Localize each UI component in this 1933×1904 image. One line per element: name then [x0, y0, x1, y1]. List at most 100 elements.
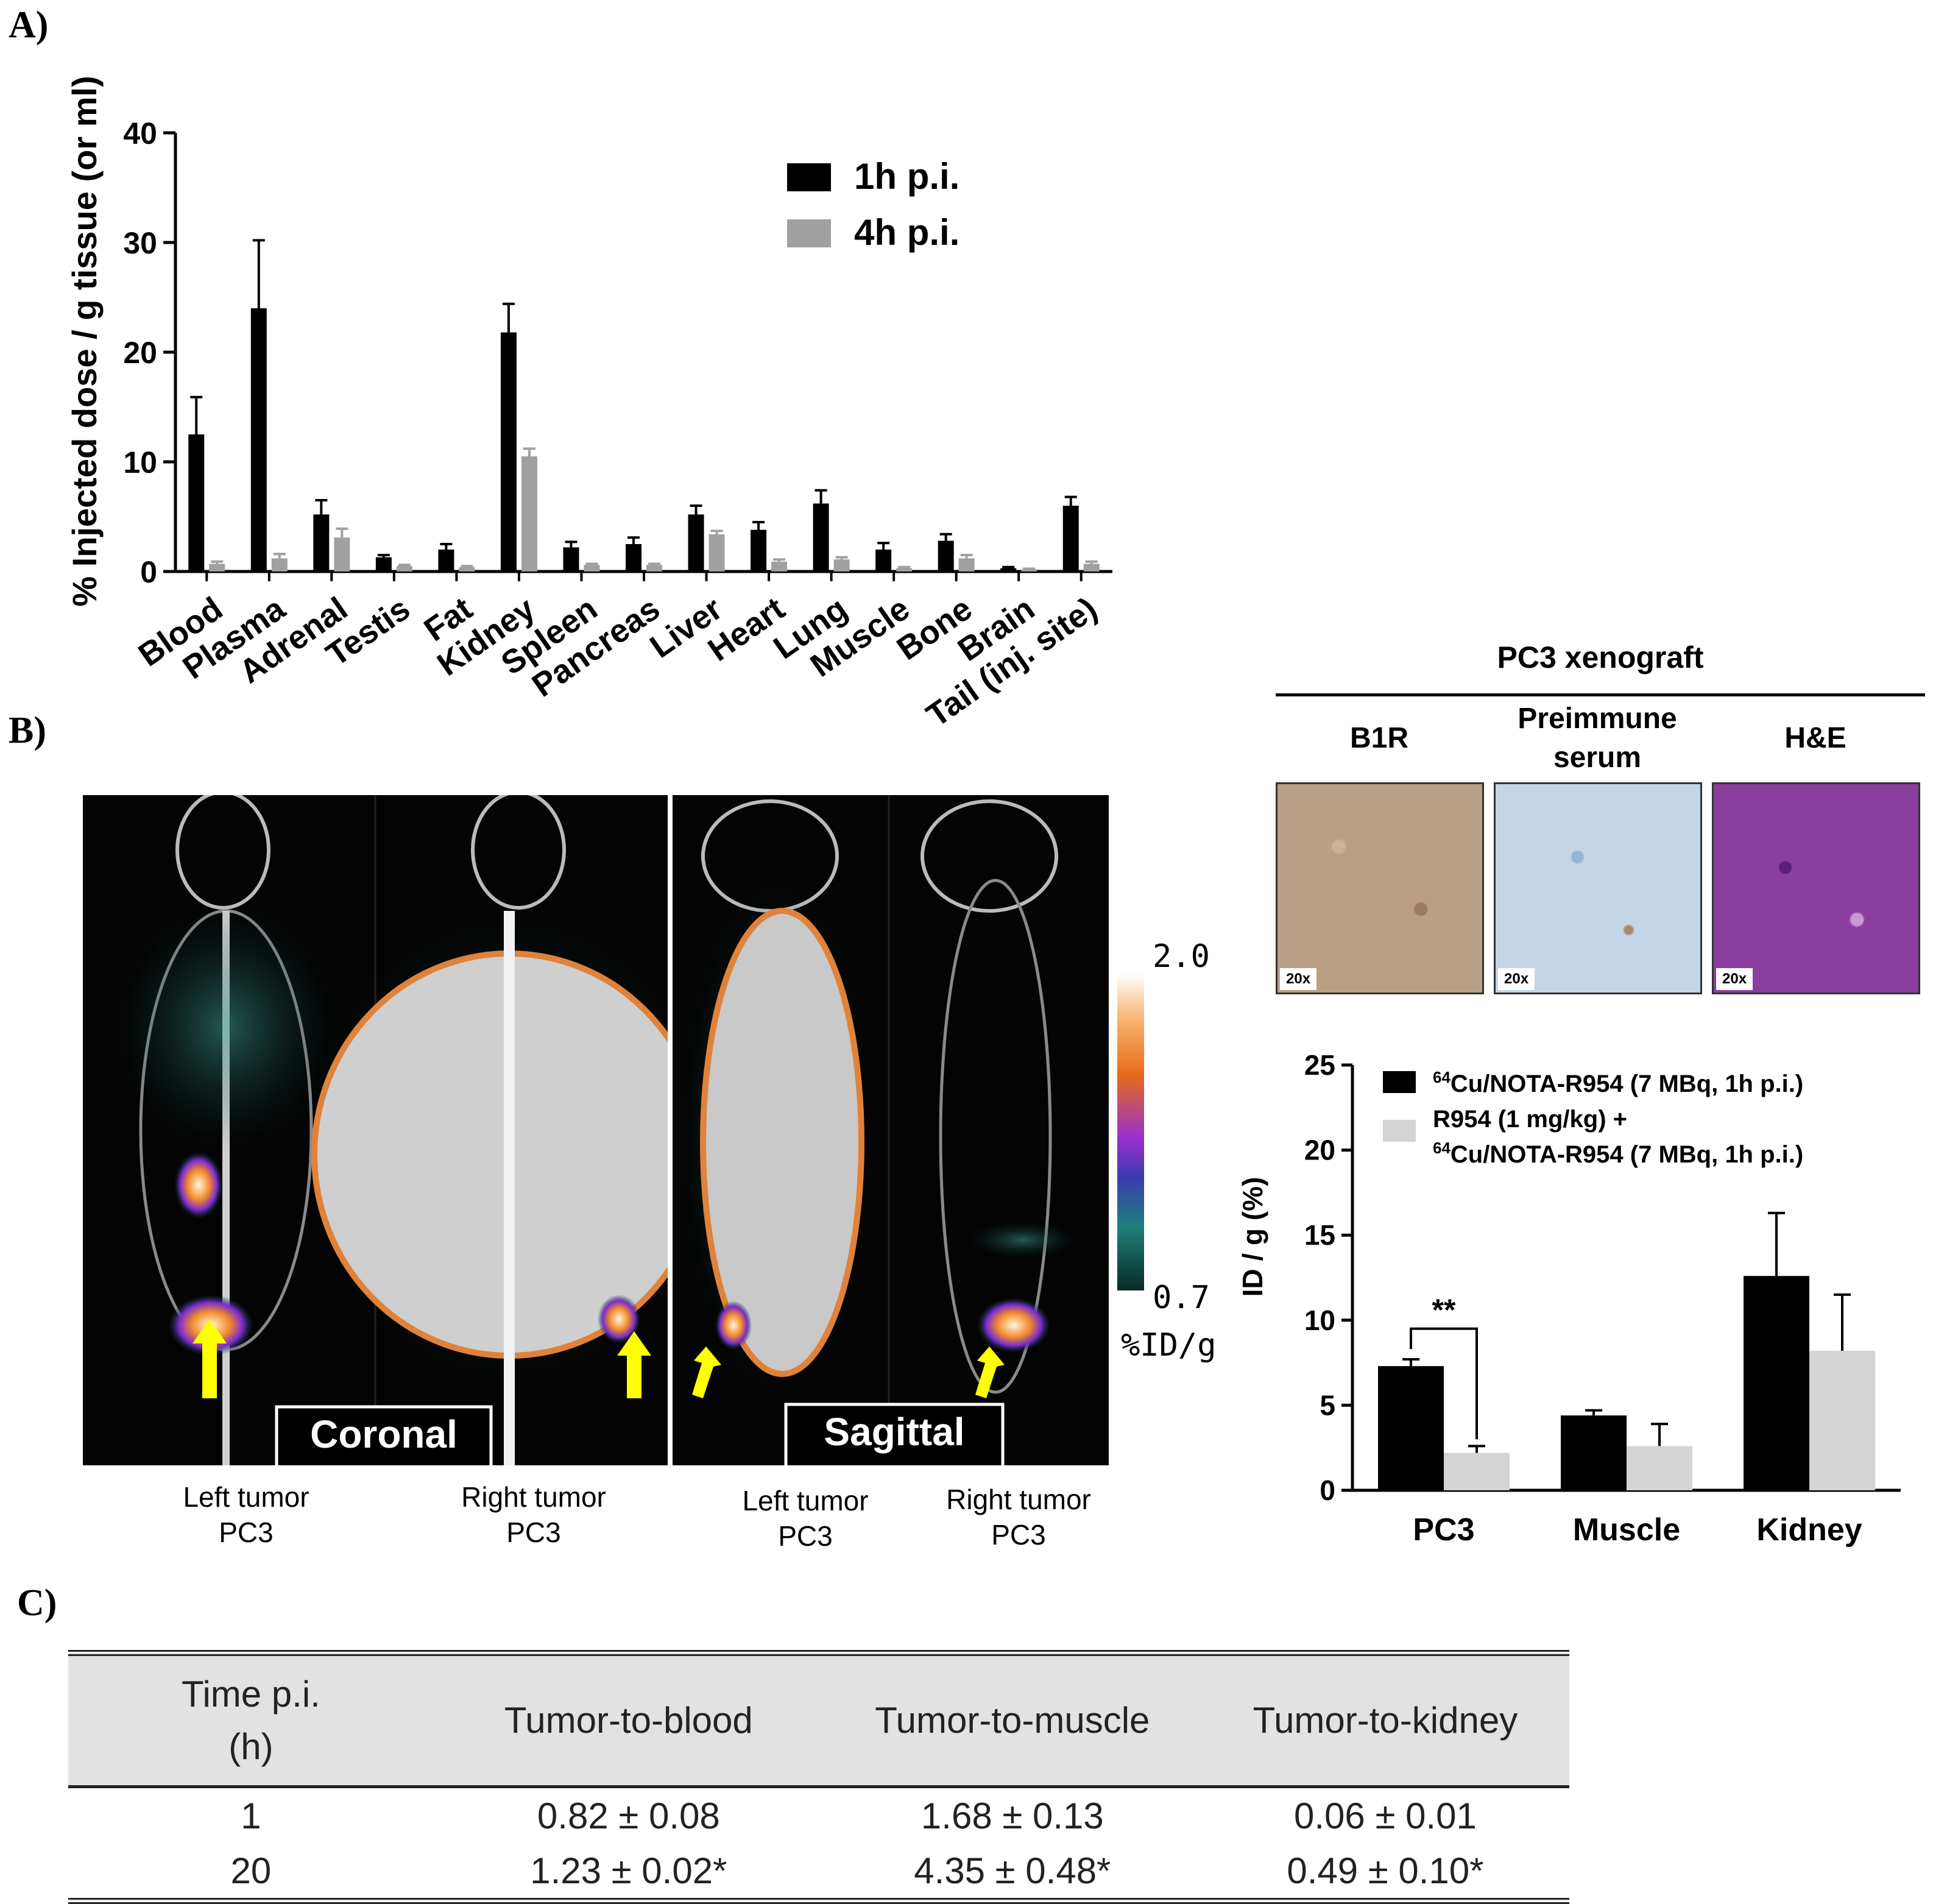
magnification-label: 20x — [1280, 968, 1317, 990]
bar — [521, 456, 537, 572]
bar — [813, 503, 829, 572]
bar — [1083, 564, 1100, 572]
legend-swatch — [787, 219, 831, 247]
table-row: 20 1.23 ± 0.02* 4.35 ± 0.48* 0.49 ± 0.10… — [68, 1843, 1569, 1901]
bar — [1444, 1453, 1510, 1490]
biodistribution-chart: % Injected dose / g tissue (or ml) 1h p.… — [65, 76, 1112, 734]
table-cell: 1.23 ± 0.02* — [530, 1850, 727, 1891]
panel-label-c: C) — [17, 1582, 57, 1624]
bar — [584, 565, 600, 572]
ratio-table: Time p.i. (h) Tumor-to-blood Tumor-to-mu… — [68, 1650, 1569, 1904]
bar — [1627, 1446, 1692, 1490]
header-line: serum — [1553, 741, 1642, 774]
x-tick-label: PC3 — [1413, 1512, 1474, 1548]
coronal-left-tumor-caption: Left tumor PC3 — [130, 1479, 362, 1550]
header-line: B1R — [1349, 722, 1409, 754]
bar — [334, 537, 350, 572]
sagittal-label: Sagittal — [824, 1410, 965, 1454]
bar — [271, 558, 288, 572]
sagittal-image-panel: Sagittal — [673, 795, 1109, 1465]
legend-label: 64Cu/NOTA-R954 (7 MBq, 1h p.i.) — [1433, 1139, 1803, 1168]
header-time: Time p.i. (h) — [68, 1653, 434, 1787]
y-axis-label: % Injected dose / g tissue (or ml) — [65, 76, 104, 606]
table-cell: 1 — [241, 1795, 261, 1836]
colorbar-unit-label: %ID/g — [1121, 1327, 1217, 1364]
caption-line: Right tumor — [946, 1484, 1091, 1515]
bar — [1000, 568, 1017, 572]
caption-line: PC3 — [219, 1516, 274, 1548]
colorbar-min-label: 0.7 — [1153, 1279, 1210, 1316]
panel-label-b: B) — [9, 710, 46, 751]
histology-title: PC3 xenograft — [1497, 640, 1704, 674]
sagittal-right-tumor-caption: Right tumor PC3 — [903, 1482, 1134, 1552]
bar — [1062, 506, 1079, 572]
bar — [646, 565, 662, 572]
bar — [709, 534, 725, 572]
bar — [459, 567, 475, 572]
bar — [875, 550, 892, 572]
legend-label: 64Cu/NOTA-R954 (7 MBq, 1h p.i.) — [1433, 1068, 1803, 1097]
y-tick-label: 30 — [123, 226, 157, 260]
table-cell: 0.82 ± 0.08 — [537, 1795, 720, 1836]
histology-header-preimmune: Preimmune serum — [1494, 701, 1701, 776]
table-header-row: Time p.i. (h) Tumor-to-blood Tumor-to-mu… — [68, 1653, 1569, 1787]
caption-line: Left tumor — [183, 1481, 309, 1513]
table-cell: 4.35 ± 0.48* — [914, 1850, 1111, 1891]
bar — [1378, 1366, 1444, 1490]
bar — [313, 514, 330, 572]
bar — [500, 332, 517, 572]
significance-annotation: ** — [1432, 1293, 1456, 1327]
bar — [563, 547, 579, 572]
header-line: Preimmune — [1518, 702, 1677, 735]
sagittal-pet-ct-image — [679, 795, 1078, 1465]
table-row: 1 0.82 ± 0.08 1.68 ± 0.13 0.06 ± 0.01 — [68, 1787, 1569, 1844]
panel-label-a: A) — [9, 4, 49, 46]
blocking-chart: ID / g (%) 64Cu/NOTA-R954 (7 MBq, 1h p.i… — [1237, 1049, 1901, 1548]
header-tumor-to-blood: Tumor-to-blood — [433, 1653, 824, 1787]
bar — [1561, 1415, 1627, 1490]
header-line: (h) — [228, 1726, 274, 1767]
legend-label: 1h p.i. — [854, 156, 959, 197]
bar — [833, 559, 850, 572]
legend-label: R954 (1 mg/kg) + — [1433, 1106, 1627, 1133]
histology-header-b1r: B1R — [1276, 701, 1483, 776]
header-line: Time p.i. — [182, 1674, 320, 1715]
bar — [688, 514, 704, 572]
header-line: H&E — [1784, 722, 1846, 754]
bar — [958, 558, 975, 572]
bar — [188, 434, 205, 572]
bar — [1021, 569, 1037, 572]
legend-swatch — [1383, 1071, 1416, 1093]
coronal-right-tumor-caption: Right tumor PC3 — [418, 1479, 649, 1550]
legend-swatch — [787, 163, 831, 191]
table-cell: 20 — [230, 1850, 272, 1891]
legend: 1h p.i. 4h p.i. — [787, 156, 959, 253]
histology-image-b1r: 20x — [1276, 782, 1484, 994]
bar — [209, 564, 225, 572]
table-cell: 0.49 ± 0.10* — [1287, 1850, 1484, 1891]
y-tick-label: 0 — [140, 555, 157, 589]
bar — [250, 308, 267, 572]
colorbar — [1117, 974, 1144, 1290]
caption-line: PC3 — [506, 1516, 561, 1548]
header-tumor-to-kidney: Tumor-to-kidney — [1201, 1653, 1569, 1787]
y-tick-label: 0 — [1320, 1474, 1335, 1506]
bar — [771, 561, 788, 572]
header-tumor-to-muscle: Tumor-to-muscle — [823, 1653, 1201, 1787]
caption-line: PC3 — [778, 1520, 833, 1552]
histology-header-he: H&E — [1712, 701, 1919, 776]
bar — [751, 529, 767, 572]
magnification-label: 20x — [1716, 968, 1753, 990]
legend: 64Cu/NOTA-R954 (7 MBq, 1h p.i.) R954 (1 m… — [1383, 1068, 1803, 1168]
table-cell: 0.06 ± 0.01 — [1294, 1795, 1477, 1836]
table-cell: 1.68 ± 0.13 — [921, 1795, 1104, 1836]
bar — [1744, 1276, 1809, 1490]
histology-image-he: 20x — [1712, 782, 1920, 994]
caption-line: Right tumor — [461, 1481, 606, 1513]
bar — [438, 550, 454, 572]
coronal-label: Coronal — [310, 1412, 458, 1456]
magnification-label: 20x — [1498, 968, 1535, 990]
x-tick-label: Kidney — [1756, 1512, 1862, 1548]
y-tick-label: 10 — [123, 445, 157, 480]
bar — [375, 557, 392, 572]
